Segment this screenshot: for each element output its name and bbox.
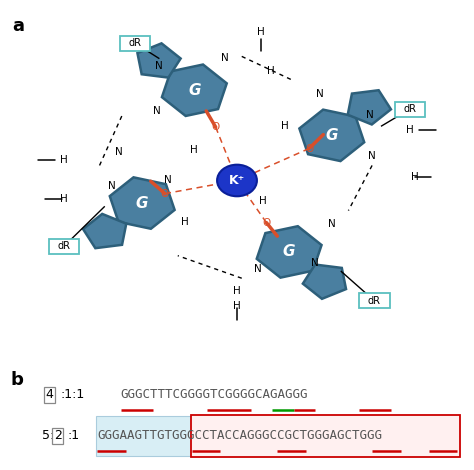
Text: H: H — [406, 125, 414, 135]
Text: N: N — [153, 106, 160, 116]
FancyBboxPatch shape — [395, 102, 425, 117]
Polygon shape — [137, 43, 181, 78]
Text: H: H — [60, 155, 68, 165]
Polygon shape — [303, 265, 346, 299]
Text: H: H — [181, 217, 189, 227]
Text: dR: dR — [128, 38, 142, 48]
Text: b: b — [10, 371, 23, 389]
Text: :1:1: :1:1 — [61, 388, 85, 401]
Text: GGGAAGTTGTGGGCCTACCAGGGCCGCTGGGAGCTGGG: GGGAAGTTGTGGGCCTACCAGGGCCGCTGGGAGCTGGG — [97, 430, 382, 442]
Polygon shape — [83, 214, 126, 248]
Text: 5:: 5: — [42, 430, 54, 442]
Polygon shape — [257, 226, 321, 278]
Text: N: N — [311, 258, 319, 268]
Text: G: G — [136, 196, 148, 211]
Text: H: H — [281, 121, 288, 131]
Text: dR: dR — [368, 296, 381, 306]
Text: H: H — [411, 172, 419, 182]
Text: O: O — [161, 188, 169, 199]
Text: H: H — [60, 194, 68, 204]
Text: O: O — [305, 143, 313, 154]
Text: O: O — [262, 218, 271, 227]
Text: K⁺: K⁺ — [229, 174, 245, 187]
Text: H: H — [267, 66, 275, 77]
Text: N: N — [221, 53, 229, 63]
Polygon shape — [162, 64, 227, 116]
Text: N: N — [366, 110, 374, 120]
Text: G: G — [326, 128, 338, 143]
Text: N: N — [328, 219, 336, 229]
FancyBboxPatch shape — [359, 293, 390, 308]
Text: H: H — [233, 301, 241, 312]
Text: N: N — [255, 264, 262, 274]
Text: G: G — [188, 83, 201, 98]
Text: G: G — [283, 244, 295, 259]
Polygon shape — [348, 90, 391, 125]
Text: H: H — [233, 286, 241, 297]
Text: N: N — [155, 61, 163, 71]
Text: N: N — [115, 147, 122, 157]
Text: N: N — [108, 181, 115, 191]
FancyBboxPatch shape — [191, 415, 460, 456]
FancyBboxPatch shape — [120, 36, 150, 51]
Text: 2: 2 — [54, 430, 62, 442]
Text: H: H — [191, 145, 198, 156]
Text: a: a — [12, 17, 24, 35]
Polygon shape — [300, 110, 364, 161]
Polygon shape — [110, 177, 174, 229]
Text: :1: :1 — [67, 430, 80, 442]
Text: N: N — [368, 151, 376, 161]
Text: 4: 4 — [46, 388, 54, 401]
Text: N: N — [164, 175, 172, 186]
Text: H: H — [257, 27, 264, 37]
Text: dR: dR — [403, 104, 417, 114]
Text: N: N — [316, 89, 324, 99]
FancyBboxPatch shape — [96, 416, 192, 455]
Text: O: O — [211, 122, 220, 132]
Text: GGGCTTTCGGGGTCGGGGCAGAGGG: GGGCTTTCGGGGTCGGGGCAGAGGG — [121, 388, 309, 401]
Text: dR: dR — [57, 241, 71, 251]
Text: H: H — [259, 196, 267, 206]
FancyBboxPatch shape — [49, 239, 79, 254]
Circle shape — [217, 164, 257, 196]
